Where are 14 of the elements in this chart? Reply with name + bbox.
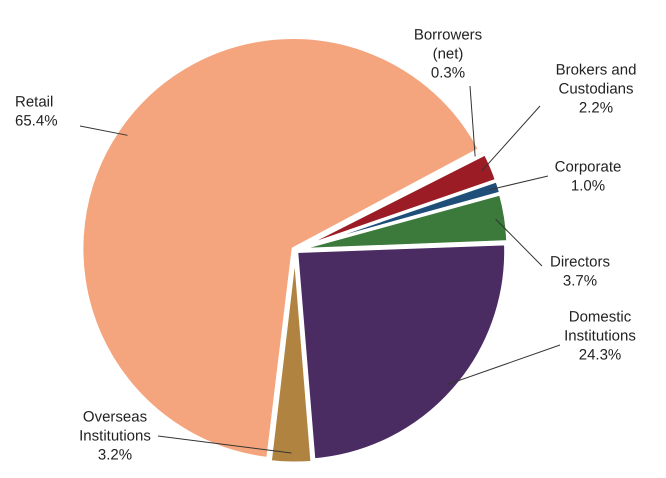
data-label: 3.2% [98, 446, 132, 464]
data-label: 0.3% [430, 64, 466, 82]
slice-label: Retail [15, 94, 54, 111]
slice-label: Brokers and Custodians [556, 62, 636, 98]
slice-label: Directors [550, 254, 610, 271]
data-label: 24.3% [578, 346, 622, 364]
slice-label: Borrowers (net) [414, 26, 482, 63]
data-label: 2.2% [578, 100, 614, 117]
slice-label: Domestic Institutions [564, 308, 636, 345]
data-label: 1.0% [570, 178, 606, 195]
data-label: 3.7% [562, 272, 598, 290]
data-label: 65.4% [15, 112, 58, 130]
slice-label: Corporate [554, 158, 622, 176]
slice-label: Overseas Institutions [79, 408, 151, 445]
